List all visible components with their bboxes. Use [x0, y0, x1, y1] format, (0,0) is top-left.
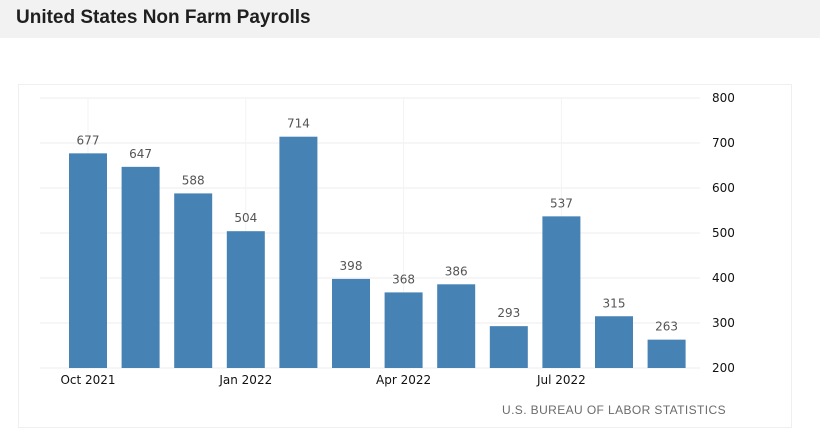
bar-jan-2022[interactable] — [226, 231, 265, 368]
data-label: 714 — [287, 117, 310, 131]
y-tick-label-600: 600 — [712, 181, 735, 195]
data-label: 386 — [445, 264, 468, 278]
bar-apr-2022[interactable] — [384, 292, 423, 368]
x-tick-label: Jul 2022 — [536, 373, 586, 387]
data-label: 537 — [550, 196, 573, 210]
x-tick-label: Oct 2021 — [60, 373, 115, 387]
chart-panel — [18, 84, 792, 428]
data-label: 263 — [655, 320, 678, 334]
bar-jun-2022[interactable] — [489, 326, 528, 368]
bar-jul-2022[interactable] — [542, 216, 581, 368]
source-note: U.S. BUREAU OF LABOR STATISTICS — [502, 403, 726, 417]
x-axis: Oct 2021 Jan 2022 Apr 2022 Jul 2022 — [60, 373, 585, 387]
header-bar: United States Non Farm Payrolls — [0, 0, 820, 38]
y-tick-label-200: 200 — [712, 361, 735, 375]
bar-sep-2022[interactable] — [647, 339, 686, 368]
data-label: 647 — [129, 147, 152, 161]
x-tick-label: Apr 2022 — [376, 373, 431, 387]
bars — [69, 136, 686, 368]
bar-aug-2022[interactable] — [595, 316, 633, 368]
data-label: 677 — [77, 133, 100, 147]
y-tick-label-400: 400 — [712, 271, 735, 285]
data-label: 398 — [340, 259, 363, 273]
y-tick-label-500: 500 — [712, 226, 735, 240]
y-tick-label-800: 800 — [712, 91, 735, 105]
page-title: United States Non Farm Payrolls — [16, 7, 311, 28]
bar-feb-2022[interactable] — [279, 136, 318, 368]
bar-oct-2021[interactable] — [69, 153, 107, 368]
data-label: 504 — [234, 211, 257, 225]
y-tick-label-700: 700 — [712, 136, 735, 150]
y-axis: 200 300 400 500 600 700 800 — [712, 91, 735, 375]
x-tick-label: Jan 2022 — [218, 373, 272, 387]
data-labels: 677 647 588 504 714 398 368 386 293 537 315 263 — [77, 117, 679, 334]
data-label: 293 — [497, 306, 520, 320]
bar-nov-2021[interactable] — [121, 166, 160, 368]
y-tick-label-300: 300 — [712, 316, 735, 330]
bar-dec-2021[interactable] — [174, 193, 213, 368]
data-label: 315 — [603, 296, 626, 310]
data-label: 368 — [392, 272, 415, 286]
bar-may-2022[interactable] — [437, 284, 476, 368]
bar-mar-2022[interactable] — [332, 278, 370, 368]
data-label: 588 — [182, 173, 205, 187]
